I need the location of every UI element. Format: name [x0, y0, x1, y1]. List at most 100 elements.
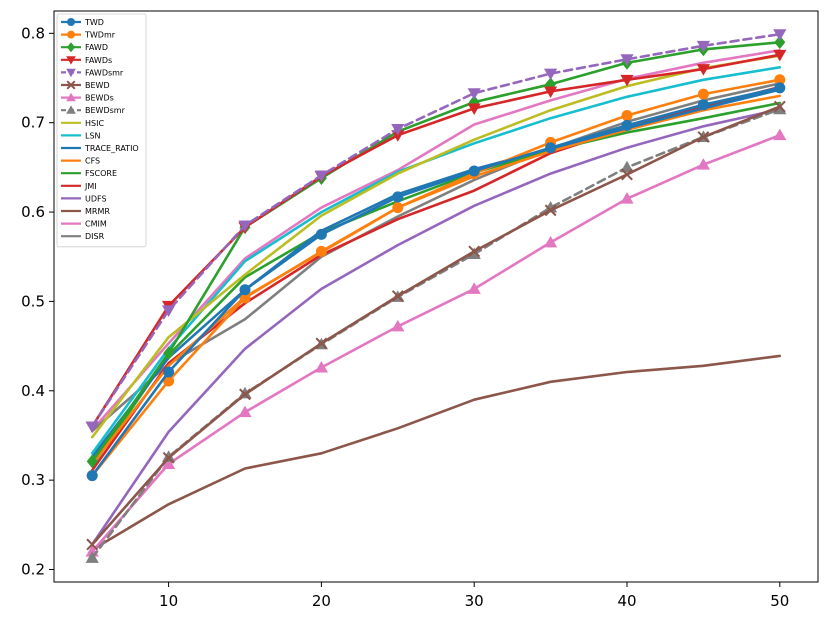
legend-label: FAWDsmr — [85, 68, 124, 77]
data-point-bewd — [239, 388, 251, 401]
data-point-fawdsmr — [773, 29, 787, 41]
series-line-fawd — [90, 40, 782, 463]
legend-label: CMIM — [85, 220, 107, 229]
data-point-fawdsmr — [85, 421, 99, 434]
data-point-bewdsmr — [467, 247, 481, 260]
legend-item-jmi: JMI — [61, 182, 97, 191]
y-tick-label: 0.7 — [21, 114, 45, 132]
legend-label: TRACE_RATIO — [84, 144, 139, 153]
legend-label: TWD — [84, 18, 104, 27]
legend-label: TWDmr — [84, 31, 116, 40]
legend-item-disr: DISR — [61, 232, 105, 241]
x-tick-label: 20 — [312, 592, 331, 610]
axis-ticks: 10 20 30 40 50 0.2 0.3 0.4 0.5 0.6 0.7 0.8 — [21, 24, 789, 610]
legend-label: FSCORE — [85, 169, 117, 178]
data-point-bewds — [773, 128, 787, 141]
data-point-twd — [392, 191, 404, 203]
legend-label: CFS — [85, 157, 100, 166]
legend-item-twd: TWD — [61, 18, 104, 27]
x-tick-label: 10 — [159, 592, 178, 610]
data-point-bewdsmr — [162, 450, 176, 462]
data-point-fawd — [86, 454, 98, 469]
series-disr — [90, 82, 782, 433]
legend-label: FAWD — [85, 43, 108, 52]
x-tick-label: 50 — [770, 592, 789, 610]
data-point-fawdsmr — [544, 68, 558, 81]
legend-label: HSIC — [85, 119, 104, 128]
legend-marker — [67, 18, 75, 26]
legend-item-mrmr: MRMR — [61, 207, 110, 216]
data-point-fawdsmr — [314, 170, 328, 183]
legend-item-cmim: CMIM — [61, 220, 107, 229]
legend-item-fawd: FAWD — [61, 42, 108, 53]
series-udfs — [90, 108, 782, 546]
data-point-bewd — [391, 290, 404, 302]
series-fawdsmr — [85, 29, 787, 434]
data-point-twdmr — [392, 202, 404, 214]
data-point-bewds — [620, 192, 634, 204]
legend-marker — [66, 105, 76, 114]
data-point-twd — [774, 82, 786, 94]
data-point-twdmr — [315, 245, 327, 257]
data-point-twdmr — [621, 110, 633, 122]
data-point-twd — [163, 366, 175, 378]
series-hsic — [90, 54, 782, 439]
data-point-twd — [315, 228, 327, 240]
series-layer — [85, 29, 787, 563]
data-point-bewds — [238, 405, 252, 418]
legend-marker — [66, 92, 76, 102]
data-point-fawds — [544, 86, 558, 99]
data-point-bewds — [391, 319, 405, 332]
legend-item-hsic: HSIC — [61, 119, 104, 128]
data-point-fawds — [696, 64, 710, 76]
data-point-bewdsmr — [773, 102, 787, 115]
legend-item-trace-ratio: TRACE_RATIO — [61, 144, 139, 153]
series-line-udfs — [90, 108, 782, 546]
series-line-bewd — [90, 105, 782, 546]
legend-item-bewd: BEWD — [61, 80, 110, 90]
legend-item-fawdsmr: FAWDsmr — [61, 68, 124, 77]
data-point-fawd — [774, 35, 786, 50]
legend: TWD TWDmr FAWD FAWDs FAWDsmr BEWD BEWDs BEWDsmr… — [56, 13, 147, 248]
legend-label: BEWDs — [85, 94, 114, 103]
series-line-fawdsmr — [90, 32, 782, 428]
series-twd — [86, 82, 786, 482]
data-point-twdmr — [239, 292, 251, 304]
data-point-fawd — [163, 346, 175, 361]
data-point-fawdsmr — [162, 305, 176, 317]
series-line-cmim — [90, 48, 782, 432]
data-point-bewd — [621, 168, 633, 181]
legend-item-bewdsmr: BEWDsmr — [61, 105, 126, 115]
data-point-twd — [697, 99, 709, 111]
legend-label: FAWDs — [85, 56, 112, 65]
legend-label: UDFS — [85, 194, 107, 203]
legend-item-twdmr: TWDmr — [61, 30, 116, 40]
series-line-fscore — [90, 101, 782, 468]
series-line-bewds — [90, 133, 782, 553]
data-point-bewds — [314, 360, 328, 373]
data-point-fawds — [773, 49, 787, 62]
series-bewd — [86, 100, 786, 551]
y-tick-label: 0.5 — [21, 292, 45, 310]
series-mrmr — [90, 354, 782, 552]
data-point-bewdsmr — [85, 551, 99, 563]
data-point-bewds — [696, 158, 710, 170]
data-point-bewds — [467, 282, 481, 294]
legend-label: DISR — [85, 232, 105, 241]
legend-item-cfs: CFS — [61, 157, 100, 166]
legend-item-fscore: FSCORE — [61, 169, 117, 178]
data-point-twd — [86, 470, 98, 482]
series-line-mrmr — [90, 354, 782, 552]
legend-item-lsn: LSN — [61, 131, 101, 140]
legend-label: JMI — [84, 182, 97, 191]
legend-marker — [66, 68, 76, 78]
data-point-bewd — [162, 451, 175, 464]
y-tick-label: 0.8 — [21, 24, 45, 42]
data-point-bewd — [315, 337, 328, 350]
series-line-disr — [90, 82, 782, 433]
legend-marker — [66, 80, 76, 90]
plot-frame — [53, 10, 819, 583]
data-point-twd — [545, 142, 557, 154]
data-point-bewds — [544, 235, 558, 248]
